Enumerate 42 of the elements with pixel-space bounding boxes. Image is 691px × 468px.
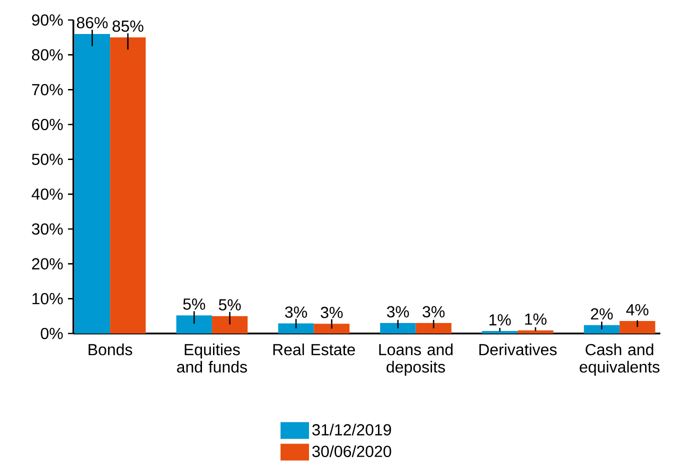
y-tick-label: 90% [32,14,63,26]
legend-label: 30/06/2020 [312,445,392,457]
y-tick-label: 70% [32,84,63,96]
bar [314,324,350,334]
bar [416,322,452,334]
data-label: 2% [590,308,613,320]
bar [380,322,416,334]
x-tick-label: Loans and deposits [379,343,453,376]
data-label: 3% [386,306,409,318]
data-label: 86% [76,16,108,28]
data-label: 1% [525,313,546,325]
x-tick-label: Cash and equivalents [580,343,660,376]
data-label: 3% [285,306,308,318]
y-tick-label: 10% [32,292,63,304]
data-label: 85% [112,20,144,32]
bar [74,34,110,334]
x-tick-label: Real Estate [273,343,355,356]
bar [584,325,620,334]
bar [620,320,656,334]
data-label: 4% [626,304,648,316]
data-label: 5% [183,298,206,310]
bar [110,37,146,334]
bar [176,315,212,334]
y-tick-label: 80% [32,49,63,60]
x-tick-label: Bonds [88,343,132,356]
bar [518,330,554,334]
legend-label: 31/12/2019 [312,424,392,436]
data-label: 5% [218,299,241,310]
y-tick-label: 30% [32,223,63,235]
data-label: 3% [422,306,445,318]
y-tick-label: 60% [32,118,63,130]
y-tick-label: 20% [32,258,63,270]
y-tick-label: 50% [32,154,63,165]
y-tick-label: 40% [32,188,63,200]
bar [278,323,314,334]
data-label: 3% [320,306,343,318]
bar [212,316,248,334]
y-tick-label: 0% [40,328,63,340]
bar [482,330,518,334]
data-label: 1% [489,314,511,326]
x-tick-label: Derivatives [479,343,557,356]
x-tick-label: Equities and funds [177,343,247,373]
